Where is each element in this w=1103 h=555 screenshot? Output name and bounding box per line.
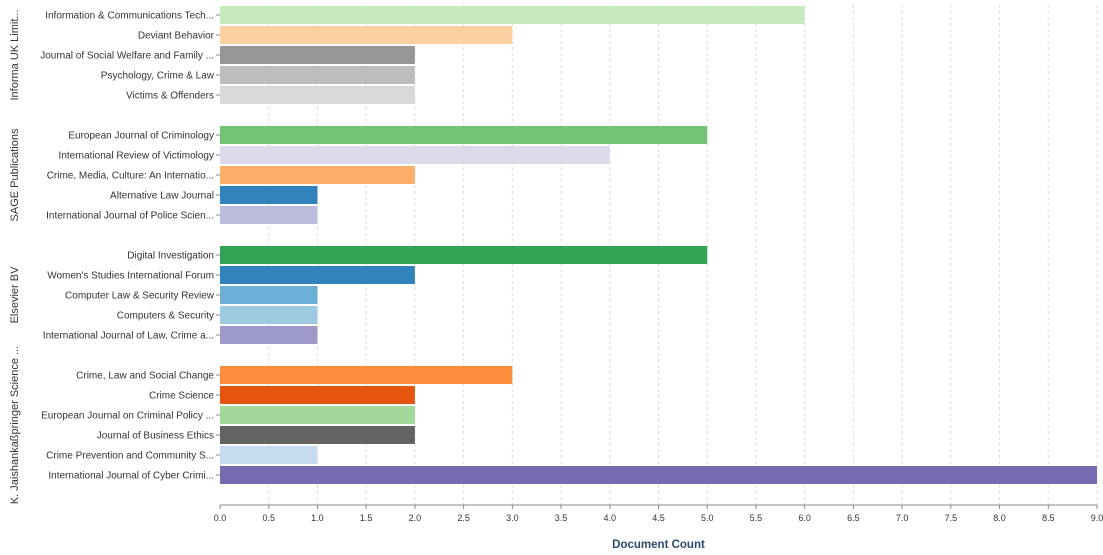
- facet-label: K. Jaishankaßpringer Science ...: [9, 346, 21, 504]
- x-tick-label: 9.0: [1091, 513, 1103, 523]
- bar: [220, 26, 513, 44]
- x-tick-label: 8.0: [993, 513, 1006, 523]
- category-label: European Journal of Criminology: [68, 131, 214, 142]
- category-label: Computer Law & Security Review: [65, 291, 215, 302]
- bar: [220, 6, 805, 24]
- x-tick-label: 5.0: [701, 513, 714, 523]
- facet-labels: Informa UK Limit... SAGE Publications Else…: [9, 9, 21, 504]
- facet-label: Informa UK Limit...: [9, 9, 21, 100]
- x-tick-label: 7.5: [945, 513, 958, 523]
- bar: [220, 366, 513, 384]
- x-tick-label: 6.5: [847, 513, 860, 523]
- bar: [220, 126, 708, 144]
- bar: [220, 446, 318, 464]
- x-tick-label: 3.0: [506, 513, 519, 523]
- category-label: Crime, Media, Culture: An Internatio...: [47, 171, 214, 182]
- bar: [220, 286, 318, 304]
- category-label: International Journal of Police Scien...: [46, 211, 214, 222]
- x-tick-label: 5.5: [750, 513, 763, 523]
- category-label: Information & Communications Tech...: [45, 11, 214, 22]
- x-tick-label: 3.5: [555, 513, 568, 523]
- x-tick-label: 0.5: [262, 513, 275, 523]
- bar: [220, 166, 415, 184]
- bar: [220, 246, 708, 264]
- x-tick-label: 0.0: [214, 513, 227, 523]
- category-label: Digital Investigation: [127, 251, 214, 262]
- category-label: International Review of Victimology: [59, 151, 214, 162]
- x-tick-label: 4.0: [604, 513, 617, 523]
- category-label: Alternative Law Journal: [110, 191, 214, 202]
- x-tick-label: 7.0: [896, 513, 909, 523]
- bar: [220, 46, 415, 64]
- bars: [220, 6, 1097, 484]
- category-label: Journal of Business Ethics: [97, 431, 214, 442]
- bar: [220, 326, 318, 344]
- x-axis: 0.0 0.5 1.0 1.5 2.0 2.5 3.0 3.5 4.0 4.5 5.0 5.5 6.0 6…: [214, 504, 1103, 523]
- category-label: International Journal of Cyber Crimi...: [48, 471, 214, 482]
- category-label: Computers & Security: [117, 311, 214, 322]
- x-tick-label: 2.0: [409, 513, 422, 523]
- x-tick-label: 2.5: [457, 513, 470, 523]
- category-label: Psychology, Crime & Law: [101, 71, 215, 82]
- x-tick-label: 8.5: [1042, 513, 1055, 523]
- bar: [220, 186, 318, 204]
- category-label: Journal of Social Welfare and Family ...: [40, 51, 214, 62]
- category-labels: Information & Communications Tech... Devi…: [40, 11, 220, 482]
- bar: [220, 306, 318, 324]
- bar: [220, 386, 415, 404]
- bar: [220, 266, 415, 284]
- category-label: European Journal on Criminal Policy ...: [41, 411, 214, 422]
- bar: [220, 426, 415, 444]
- bar: [220, 466, 1097, 484]
- facet-label: SAGE Publications: [9, 128, 21, 221]
- bar: [220, 86, 415, 104]
- category-label: Women's Studies International Forum: [47, 271, 214, 282]
- bar: [220, 146, 610, 164]
- x-tick-label: 6.0: [798, 513, 811, 523]
- category-label: Deviant Behavior: [138, 31, 215, 42]
- x-tick-label: 1.0: [311, 513, 324, 523]
- category-label: Crime, Law and Social Change: [76, 371, 214, 382]
- category-label: International Journal of Law, Crime a...: [43, 331, 214, 342]
- x-tick-label: 1.5: [360, 513, 373, 523]
- facet-label: Elsevier BV: [9, 266, 21, 324]
- bar: [220, 406, 415, 424]
- category-label: Crime Prevention and Community S...: [46, 451, 214, 462]
- category-label: Crime Science: [149, 391, 214, 402]
- category-label: Victims & Offenders: [126, 91, 214, 102]
- x-tick-label: 4.5: [652, 513, 665, 523]
- x-axis-title: Document Count: [612, 539, 705, 551]
- bar: [220, 66, 415, 84]
- bar: [220, 206, 318, 224]
